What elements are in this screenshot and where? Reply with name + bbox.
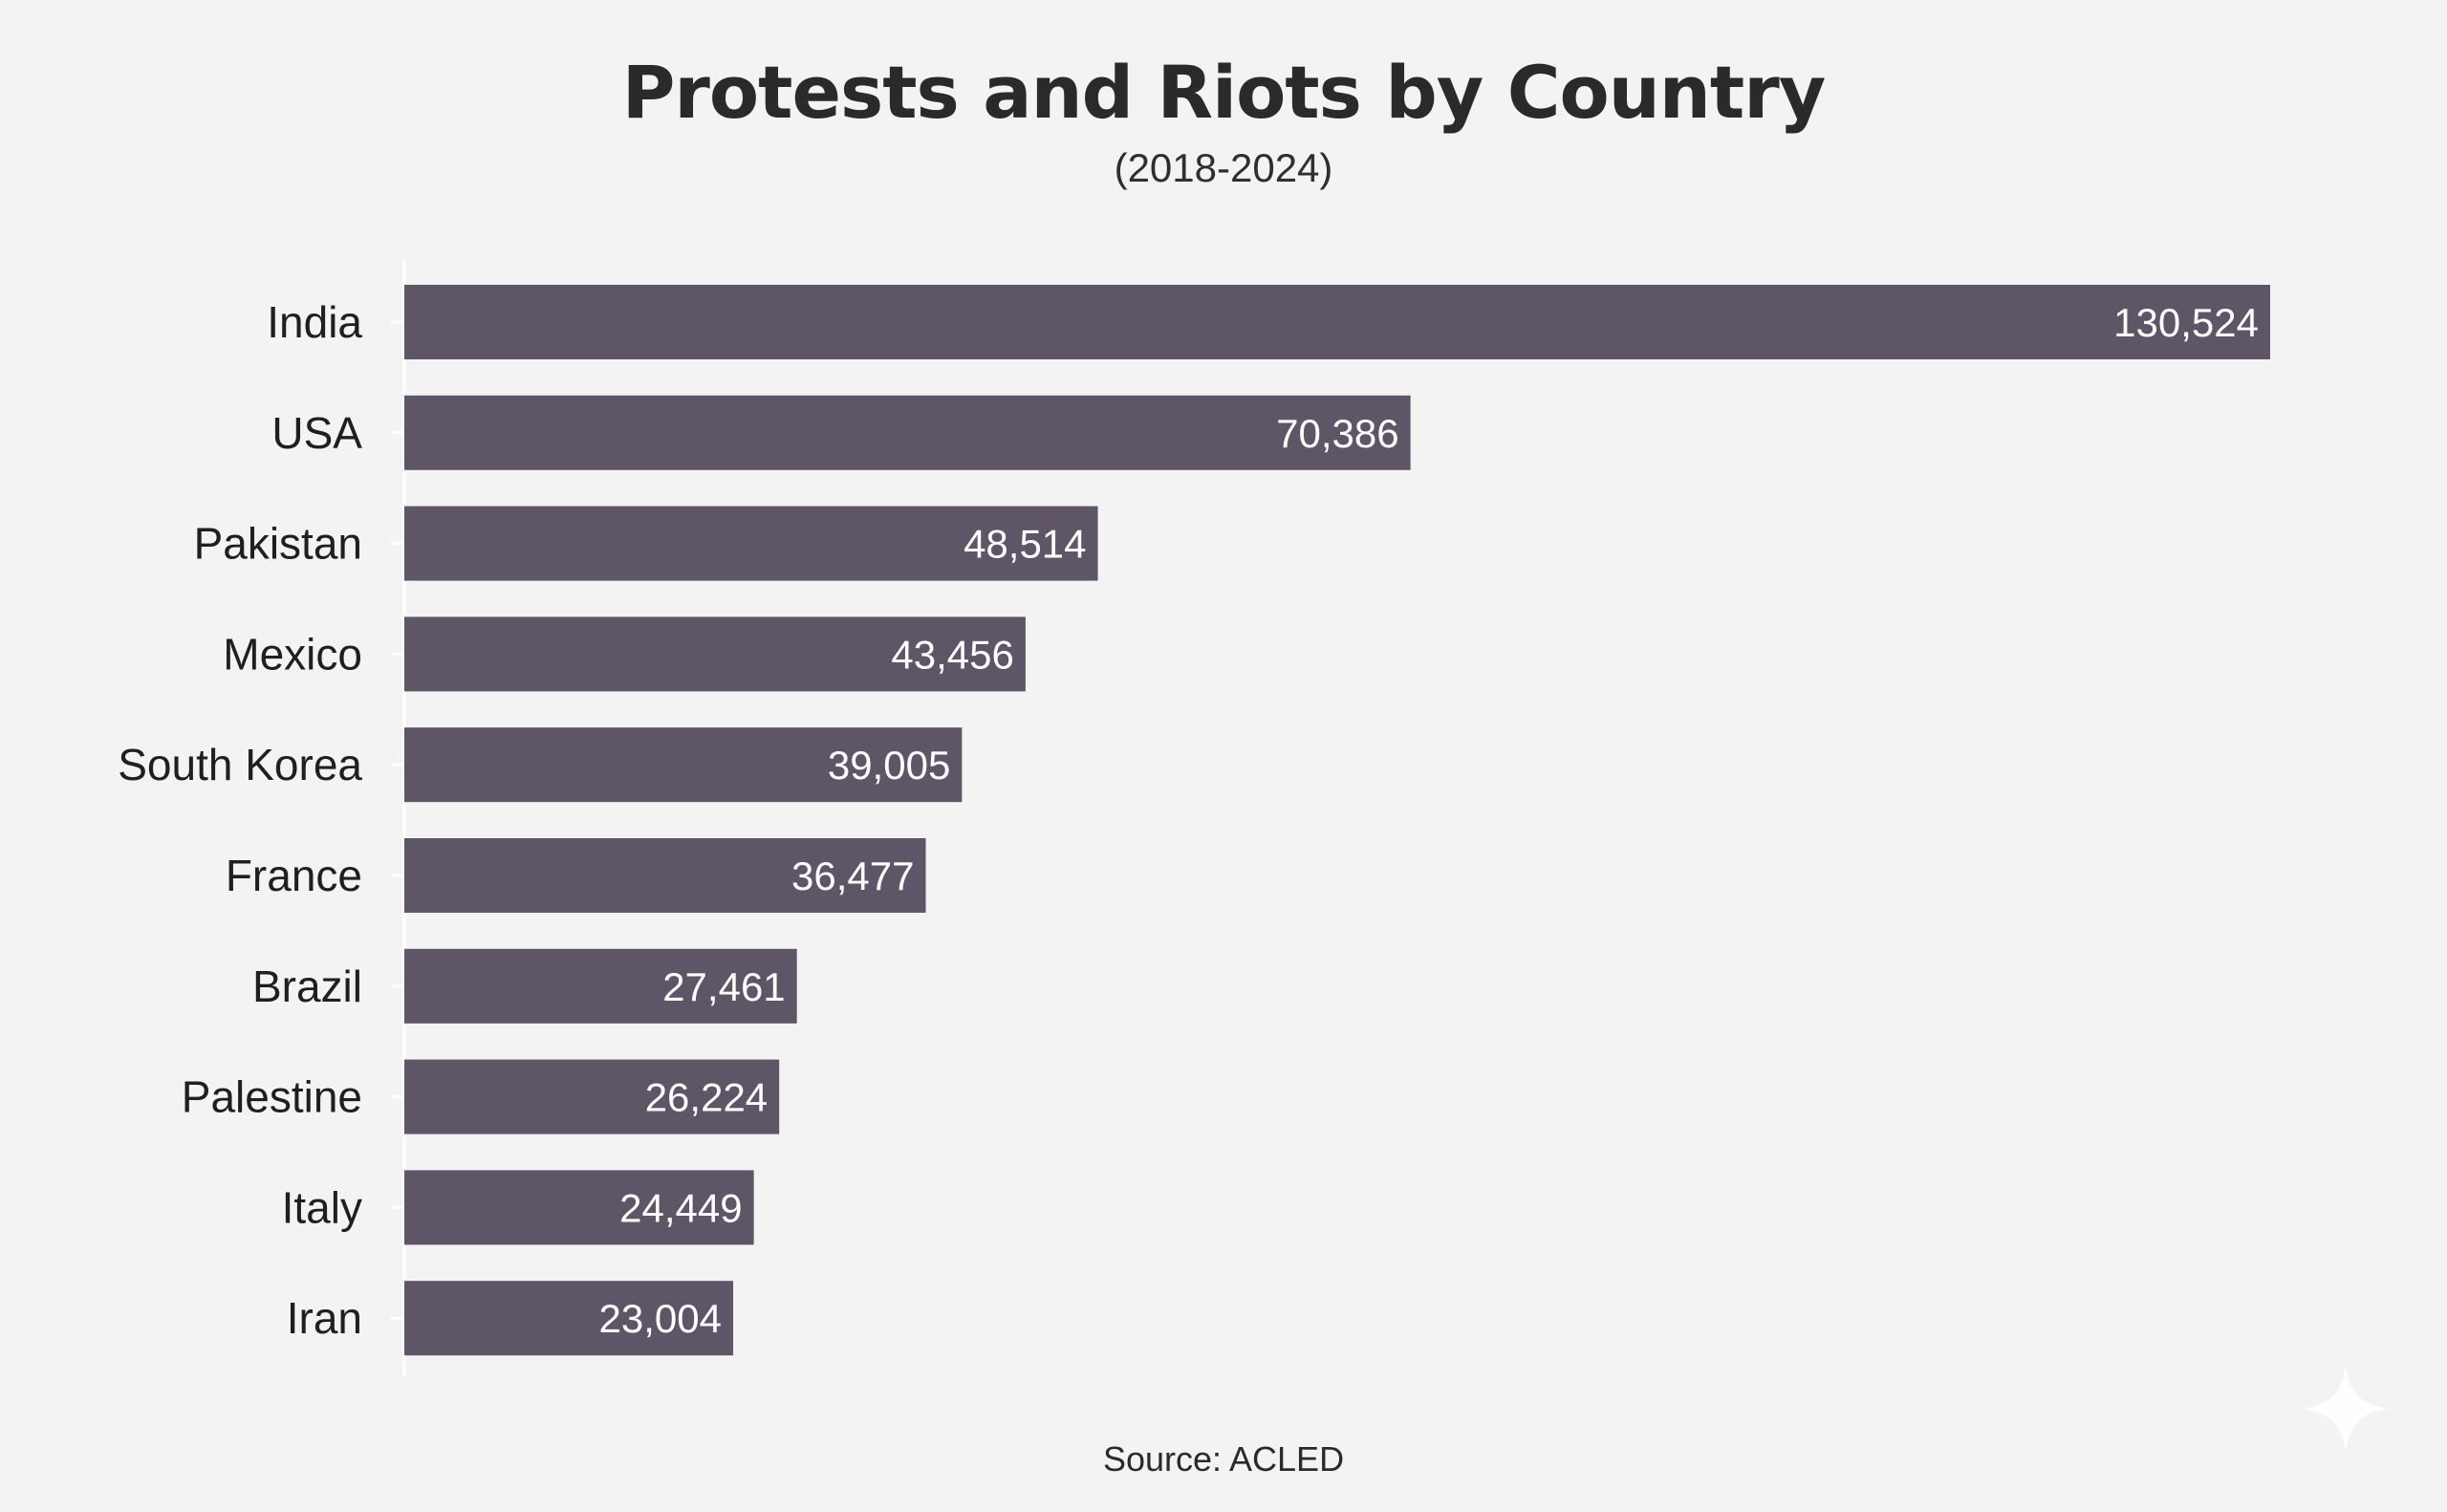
bar bbox=[404, 1059, 780, 1134]
bar bbox=[404, 948, 797, 1024]
y-tick-label: Brazil bbox=[252, 961, 362, 1011]
bar-value-label: 23,004 bbox=[599, 1296, 722, 1341]
bar-value-label: 48,514 bbox=[964, 522, 1086, 567]
chart-subtitle: (2018-2024) bbox=[1114, 145, 1333, 190]
bar-value-label: 24,449 bbox=[619, 1185, 742, 1230]
bar bbox=[404, 395, 1411, 470]
y-tick-label: South Korea bbox=[118, 740, 362, 789]
bar bbox=[404, 616, 1026, 692]
chart-title: Protests and Riots by Country bbox=[621, 50, 1827, 135]
bar-value-label: 26,224 bbox=[645, 1075, 768, 1120]
bar-value-label: 36,477 bbox=[791, 853, 914, 898]
bar bbox=[404, 727, 963, 803]
bar-value-label: 39,005 bbox=[828, 743, 950, 788]
y-tick-label: Italy bbox=[282, 1182, 362, 1232]
bar-value-label: 70,386 bbox=[1276, 411, 1398, 456]
y-tick-label: France bbox=[226, 851, 362, 900]
bar-value-label: 27,461 bbox=[662, 964, 785, 1009]
bar bbox=[404, 506, 1098, 581]
y-tick-label: USA bbox=[271, 408, 362, 458]
bar-value-label: 43,456 bbox=[891, 632, 1013, 677]
bar bbox=[404, 1281, 734, 1356]
y-tick-label: Iran bbox=[287, 1293, 362, 1343]
sparkle-icon bbox=[2302, 1365, 2390, 1453]
y-tick-label: Pakistan bbox=[194, 519, 362, 569]
y-tick-label: Palestine bbox=[182, 1072, 362, 1122]
bar bbox=[404, 838, 926, 913]
y-tick-label: India bbox=[267, 297, 362, 347]
chart-source: Source: ACLED bbox=[1102, 1439, 1345, 1479]
bar-value-label: 130,524 bbox=[2113, 300, 2259, 345]
y-tick-label: Mexico bbox=[223, 629, 362, 679]
bar bbox=[404, 285, 2270, 359]
bars-layer: India 130,524 USA 70,386 Pakistan 48,514 Mexic… bbox=[118, 260, 2270, 1376]
bar bbox=[404, 1170, 754, 1245]
